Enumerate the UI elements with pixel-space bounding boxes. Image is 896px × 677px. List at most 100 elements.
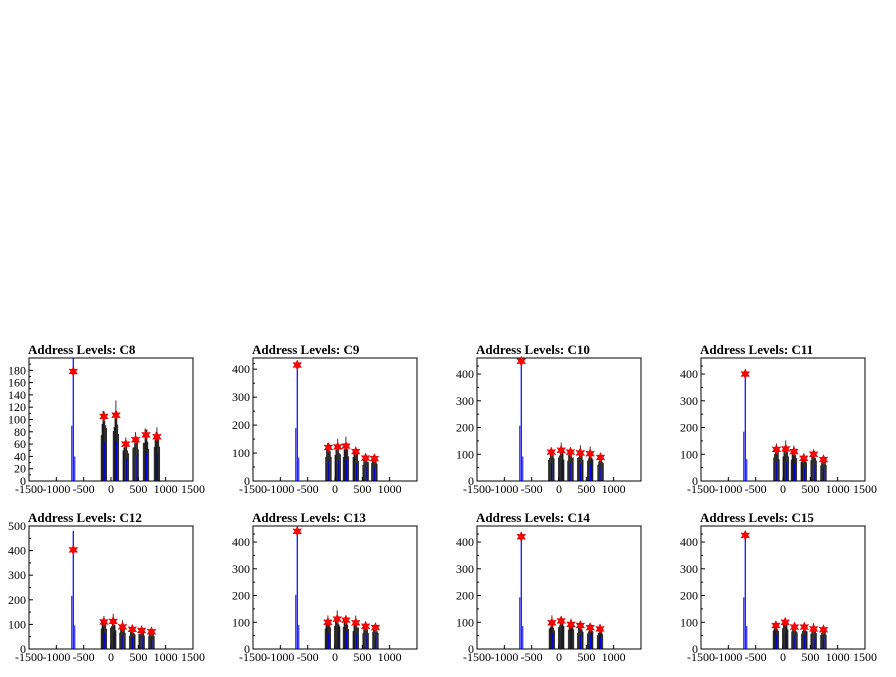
peak-marker: [740, 529, 751, 542]
peak-marker: [111, 409, 121, 421]
peak-marker: [595, 451, 606, 464]
x-tick-label: -500: [73, 650, 95, 664]
y-tick-label: 100: [232, 446, 250, 460]
x-tick-label: -1500: [15, 482, 43, 496]
peak-marker: [360, 452, 371, 464]
peak-marker: [556, 444, 567, 456]
x-tick-label: 1000: [154, 482, 178, 496]
peak-marker: [332, 441, 343, 453]
y-tick-label: 200: [232, 418, 250, 432]
y-tick-label: 200: [232, 589, 250, 603]
chart-title: Address Levels: C10: [476, 342, 590, 357]
peak-marker: [780, 616, 791, 628]
chart-panel-4: Address Levels: C11 0 100 200 300 400 -1500 -10…: [680, 342, 877, 496]
y-tick-label: 140: [8, 388, 26, 402]
y-tick-label: 200: [680, 589, 698, 603]
x-tick-label: -1500: [687, 650, 715, 664]
peak-marker: [120, 438, 131, 450]
peak-marker: [808, 623, 819, 635]
peak-marker: [141, 429, 151, 441]
y-tick-label: 300: [680, 562, 698, 576]
y-tick-label: 300: [232, 562, 250, 576]
chart-panel-3: Address Levels: C10 0 100 200 300 400 -1500 -10…: [456, 342, 642, 496]
x-tick-label: -1500: [687, 482, 715, 496]
peak-marker: [818, 453, 829, 466]
x-tick-label: -1000: [266, 482, 294, 496]
peak-marker: [780, 443, 791, 455]
peak-marker: [575, 619, 586, 632]
peak-marker: [341, 614, 351, 626]
chart-title: Address Levels: C9: [252, 342, 360, 357]
y-tick-label: 120: [8, 400, 26, 414]
x-tick-label: 1500: [853, 650, 877, 664]
chart-panel-5: Address Levels: C12 0 100 200 300 400 500 -1500…: [8, 510, 205, 664]
y-tick-label: 0: [244, 474, 250, 488]
chart-title: Address Levels: C12: [28, 510, 142, 525]
y-tick-label: 200: [456, 421, 474, 435]
peak-marker: [350, 445, 361, 458]
peak-marker: [771, 443, 782, 456]
y-tick-label: 400: [680, 367, 698, 381]
y-tick-label: 400: [456, 367, 474, 381]
y-tick-label: 200: [680, 421, 698, 435]
x-tick-label: 500: [801, 482, 819, 496]
chart-title: Address Levels: C8: [28, 342, 136, 357]
y-tick-label: 100: [456, 615, 474, 629]
x-tick-label: 500: [129, 482, 147, 496]
peak-marker: [808, 448, 819, 460]
y-tick-label: 100: [680, 615, 698, 629]
x-tick-label: 1000: [602, 482, 626, 496]
peak-marker: [360, 620, 371, 632]
y-tick-label: 400: [680, 535, 698, 549]
peak-marker: [566, 618, 576, 631]
peak-marker: [740, 368, 751, 380]
x-tick-label: -500: [521, 650, 543, 664]
peak-marker: [68, 365, 79, 378]
peak-marker: [130, 434, 141, 446]
y-tick-label: 400: [232, 362, 250, 376]
x-tick-label: 1000: [826, 650, 850, 664]
peak-marker: [292, 359, 303, 371]
peak-marker: [595, 623, 605, 635]
peak-marker: [350, 617, 361, 629]
peak-marker: [117, 621, 128, 633]
x-tick-label: 1000: [378, 650, 402, 664]
y-tick-label: 0: [468, 474, 474, 488]
peak-marker: [556, 615, 567, 627]
peak-marker: [136, 624, 147, 637]
x-tick-label: 1500: [181, 482, 205, 496]
peak-marker: [818, 624, 829, 636]
peak-marker: [341, 440, 351, 452]
x-tick-label: -1500: [463, 482, 491, 496]
chart-panel-2: Address Levels: C9 0 100 200 300 400 -1500 -100…: [232, 342, 418, 496]
x-tick-label: 0: [108, 482, 114, 496]
chart-title: Address Levels: C15: [700, 510, 814, 525]
x-tick-label: -1000: [266, 650, 294, 664]
y-tick-label: 0: [244, 642, 250, 656]
peak-marker: [323, 441, 334, 454]
x-tick-label: -500: [297, 482, 319, 496]
x-tick-label: -1500: [239, 650, 267, 664]
x-tick-label: 500: [353, 650, 371, 664]
x-tick-label: -1500: [15, 650, 43, 664]
y-tick-label: 20: [14, 462, 26, 476]
y-tick-label: 80: [14, 425, 26, 439]
y-tick-label: 300: [232, 390, 250, 404]
y-tick-label: 100: [680, 447, 698, 461]
peak-marker: [771, 619, 781, 632]
x-tick-label: -500: [521, 482, 543, 496]
peak-marker: [99, 410, 109, 423]
peak-marker: [789, 621, 800, 633]
y-tick-label: 160: [8, 376, 26, 390]
x-tick-label: 1500: [853, 482, 877, 496]
peak-marker: [369, 452, 380, 465]
peak-marker: [99, 616, 109, 628]
peak-marker: [516, 355, 527, 367]
x-tick-label: -1000: [714, 650, 742, 664]
chart-title: Address Levels: C13: [252, 510, 366, 525]
x-tick-label: 0: [556, 482, 562, 496]
x-tick-label: -1500: [239, 482, 267, 496]
peak-marker: [370, 621, 381, 634]
